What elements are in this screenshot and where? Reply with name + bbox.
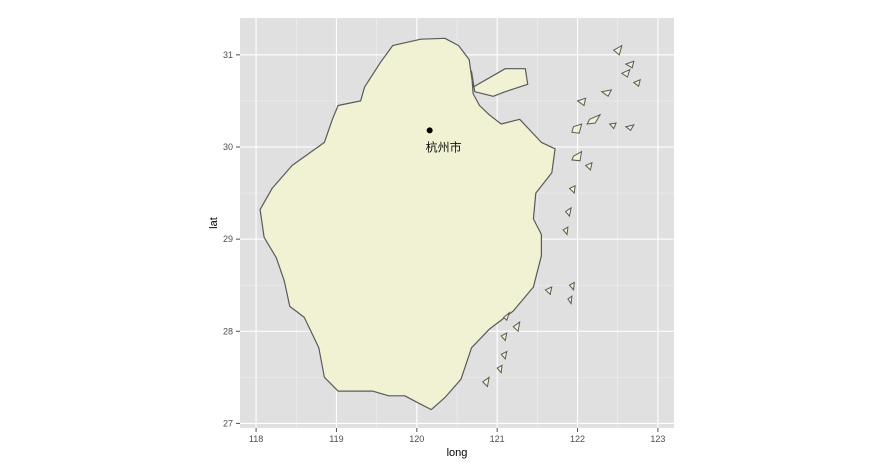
island-outline xyxy=(567,295,573,305)
island-outline xyxy=(562,226,569,236)
island-outline xyxy=(568,184,576,195)
x-tick-label: 122 xyxy=(570,434,585,444)
island-outline xyxy=(624,124,635,132)
y-tick-label: 29 xyxy=(223,234,233,244)
y-tick-label: 27 xyxy=(223,418,233,428)
x-tick-label: 119 xyxy=(329,434,343,444)
x-tick-label: 118 xyxy=(249,434,263,444)
island-outline xyxy=(512,320,521,333)
island-outline xyxy=(576,97,587,107)
island-outline xyxy=(584,161,593,171)
city-point xyxy=(426,127,433,134)
island-outline xyxy=(568,281,575,291)
y-tick-label: 28 xyxy=(223,326,233,336)
city-label: 杭州市 xyxy=(426,139,462,154)
y-axis-title: lat xyxy=(208,217,220,229)
y-tick-label: 31 xyxy=(223,50,233,60)
island-outline xyxy=(624,60,635,69)
island-outline xyxy=(544,286,553,296)
island-outline xyxy=(586,113,602,125)
island-outline xyxy=(608,122,617,130)
x-axis-ticks: 118 119 120 121 122 123 xyxy=(249,428,665,444)
island-outline xyxy=(500,332,508,342)
x-axis-title: long xyxy=(447,447,468,459)
island-outline xyxy=(632,78,641,88)
island-outline xyxy=(496,364,503,374)
x-tick-label: 121 xyxy=(490,434,505,444)
island-outline xyxy=(564,206,572,218)
island-outline xyxy=(481,376,490,388)
island-outline xyxy=(612,44,623,56)
city-marker-group: 杭州市 xyxy=(426,127,462,154)
y-axis-ticks: 27 28 29 30 31 xyxy=(223,50,240,428)
island-outline xyxy=(571,150,583,162)
x-tick-label: 123 xyxy=(650,434,665,444)
island-outline xyxy=(502,311,511,322)
province-outline xyxy=(259,37,556,411)
island-outline xyxy=(600,89,613,98)
y-tick-label: 30 xyxy=(223,142,233,152)
province-region xyxy=(259,37,641,411)
island-outline xyxy=(571,123,583,134)
x-tick-label: 120 xyxy=(409,434,424,444)
island-outline xyxy=(620,68,631,78)
island-outline xyxy=(500,350,508,360)
